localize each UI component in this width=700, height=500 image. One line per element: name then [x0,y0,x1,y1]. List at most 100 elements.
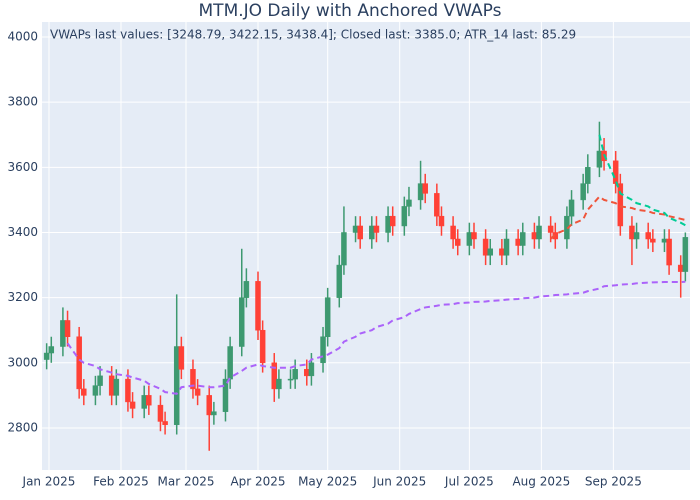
candle-body [81,388,87,396]
x-tick-label: Apr 2025 [230,475,285,489]
candle-body [222,378,229,412]
candle-body [48,346,55,354]
candle-body [389,215,396,227]
candle-body [596,150,603,168]
candle-body [417,183,424,201]
candle-body [406,199,412,207]
candle-body [276,378,282,390]
candle-body [194,388,201,396]
candle-body [515,238,521,246]
candle-body [108,375,115,396]
candle-body [304,369,310,377]
candle-body [568,199,575,217]
candle-body [173,346,180,425]
vwap-line [598,134,686,227]
candle-body [206,395,212,416]
candle-body [162,421,168,425]
candle-body [259,329,266,364]
y-tick-label: 3400 [7,225,38,239]
y-tick-label: 3600 [7,160,38,174]
x-tick-label: Jul 2025 [444,475,494,489]
candle-body [146,395,152,406]
candle-body [341,232,347,266]
y-tick-label: 2800 [7,420,38,434]
candle-body [487,248,494,256]
candle-body [434,193,440,217]
candle-body [92,385,99,396]
candle-body [336,264,343,298]
candle-body [157,404,164,422]
candle-body [401,206,408,227]
candle-body [60,320,66,347]
x-tick-label: Aug 2025 [512,475,570,489]
candle-body [227,346,233,380]
candle-body [190,369,196,390]
candle-body [324,297,331,337]
candle-body [211,411,217,416]
candle-body [97,375,103,386]
candle-body [178,346,185,370]
vwap-line [66,280,686,395]
candle-body [357,225,363,240]
candle-body [612,160,619,184]
candle-body [238,297,245,347]
candle-body [243,281,250,298]
candle-body [629,225,635,240]
x-tick-label: Jun 2025 [372,475,426,489]
y-tick-label: 3800 [7,95,38,109]
candle-body [666,238,672,266]
candle-body [471,232,477,240]
candle-body [271,362,278,390]
candle-body [677,264,684,272]
candle-body [503,238,510,256]
plot-area [42,22,690,470]
candle-body [76,336,82,390]
candle-body [650,238,656,243]
candle-body [287,378,294,381]
candle-body [438,215,445,227]
candle-body [369,225,375,240]
y-tick-label: 3000 [7,355,38,369]
candle-body [308,362,315,377]
candle-body [125,378,131,403]
candle-body [633,232,640,240]
candle-body [520,232,526,246]
candle-body [385,215,391,233]
y-tick-label: 3200 [7,290,38,304]
candle-body [320,336,326,364]
vwap-line [549,195,686,240]
candle-body [292,369,298,380]
candle-body [255,281,261,331]
x-tick-label: Sep 2025 [585,475,642,489]
candle-body [454,238,461,246]
candle-body [466,232,473,246]
candle-body [141,395,147,409]
candle-body [113,378,120,396]
candle-body [373,225,380,233]
candle-body [682,237,689,272]
candle-body [531,232,538,240]
candle-body [617,183,624,227]
x-tick-label: May 2025 [298,475,357,489]
candle-body [585,167,591,184]
candle-body [43,352,50,360]
chart-title: MTM.JO Daily with Anchored VWAPs [199,1,502,21]
candle-body [661,238,668,243]
candle-body [580,183,586,201]
y-tick-label: 4000 [7,29,38,43]
candle-body [536,225,542,240]
candle-body [645,232,651,240]
candle-body [450,225,456,240]
candle-body [352,225,359,233]
x-tick-label: Jan 2025 [22,475,76,489]
candle-body [499,248,505,256]
plot-layer [43,121,689,451]
candle-body [547,225,554,233]
x-tick-label: Mar 2025 [158,475,215,489]
candle-body [422,183,428,194]
candle-body [129,401,136,409]
candle-body [482,238,489,256]
x-tick-label: Feb 2025 [93,475,149,489]
annotation: VWAPs last values: [3248.79, 3422.15, 34… [50,28,576,42]
